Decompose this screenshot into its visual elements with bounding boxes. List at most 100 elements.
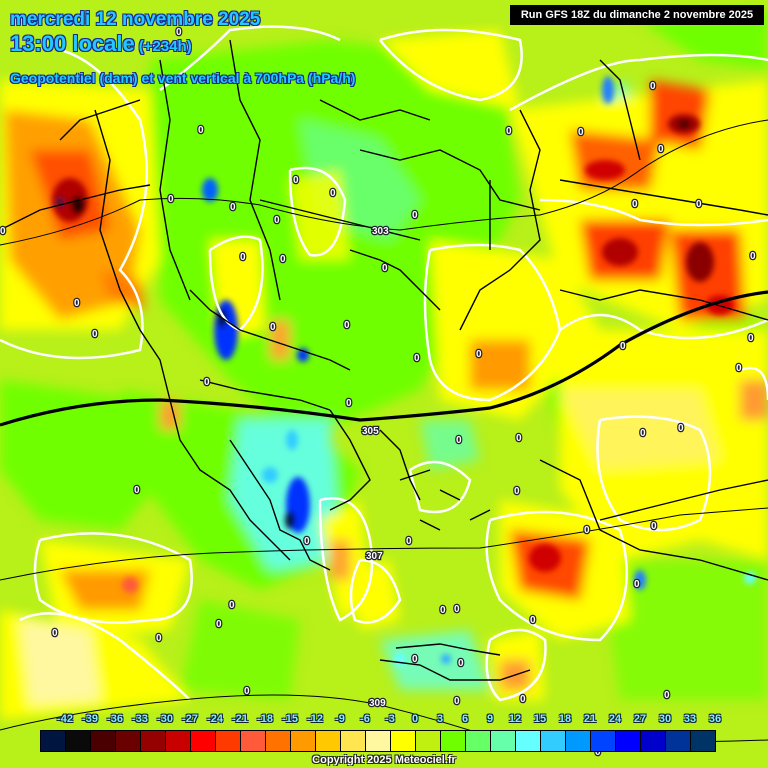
isoline-labels: 303 305 307 309 bbox=[361, 225, 391, 711]
geopotential-label-305: 305 bbox=[362, 426, 379, 437]
svg-text:0: 0 bbox=[520, 694, 526, 705]
color-swatch bbox=[166, 731, 191, 751]
svg-text:0: 0 bbox=[204, 377, 210, 388]
svg-text:0: 0 bbox=[216, 619, 222, 630]
color-scale-tick: 3 bbox=[436, 713, 444, 725]
model-run-info: Run GFS 18Z du dimanche 2 novembre 2025 bbox=[510, 5, 764, 25]
color-scale-tick: 30 bbox=[658, 713, 672, 725]
color-scale-tick: 27 bbox=[633, 713, 647, 725]
color-swatch bbox=[91, 731, 116, 751]
geopotential-label-307: 307 bbox=[366, 551, 383, 562]
color-scale-tick: 12 bbox=[508, 713, 522, 725]
color-swatch bbox=[616, 731, 641, 751]
svg-text:0: 0 bbox=[274, 215, 280, 226]
svg-text:0: 0 bbox=[330, 188, 336, 199]
color-scale-tick: -9 bbox=[335, 713, 345, 725]
color-swatch bbox=[291, 731, 316, 751]
svg-text:0: 0 bbox=[293, 175, 299, 186]
color-scale-tick: 36 bbox=[708, 713, 722, 725]
color-scale-tick: -27 bbox=[182, 713, 198, 725]
color-swatch bbox=[666, 731, 691, 751]
svg-text:0: 0 bbox=[658, 144, 664, 155]
forecast-lead-time: (+234h) bbox=[138, 38, 192, 55]
svg-text:0: 0 bbox=[406, 536, 412, 547]
svg-text:0: 0 bbox=[230, 202, 236, 213]
color-scale-tick: 24 bbox=[608, 713, 622, 725]
color-scale-tick: -39 bbox=[82, 713, 98, 725]
svg-text:0: 0 bbox=[640, 428, 646, 439]
svg-text:0: 0 bbox=[344, 320, 350, 331]
color-scale-tick: -42 bbox=[57, 713, 73, 725]
parameter-title: Geopotentiel (dam) et vent vertical à 70… bbox=[10, 70, 356, 86]
color-scale-legend bbox=[40, 730, 716, 752]
copyright: Copyright 2025 Meteociel.fr bbox=[312, 754, 456, 766]
svg-text:0: 0 bbox=[632, 199, 638, 210]
color-swatch bbox=[541, 731, 566, 751]
svg-text:0: 0 bbox=[244, 686, 250, 697]
forecast-date: mercredi 12 novembre 2025 bbox=[10, 9, 261, 30]
color-swatch bbox=[341, 731, 366, 751]
svg-text:0: 0 bbox=[456, 435, 462, 446]
zero-contours bbox=[0, 25, 768, 702]
svg-text:0: 0 bbox=[134, 485, 140, 496]
color-scale-tick: -33 bbox=[132, 713, 148, 725]
svg-text:0: 0 bbox=[454, 696, 460, 707]
svg-text:0: 0 bbox=[664, 690, 670, 701]
color-scale-tick: 0 bbox=[411, 713, 419, 725]
color-swatch bbox=[366, 731, 391, 751]
svg-text:0: 0 bbox=[584, 525, 590, 536]
color-scale-tick: -36 bbox=[107, 713, 123, 725]
color-scale-tick: 6 bbox=[461, 713, 469, 725]
color-swatch bbox=[41, 731, 66, 751]
svg-text:0: 0 bbox=[229, 600, 235, 611]
geopotential-label-303: 303 bbox=[372, 226, 389, 237]
color-scale-tick: -6 bbox=[360, 713, 370, 725]
svg-text:0: 0 bbox=[650, 81, 656, 92]
color-scale-tick: -3 bbox=[385, 713, 395, 725]
svg-text:0: 0 bbox=[516, 433, 522, 444]
velocity-extremes bbox=[52, 76, 756, 667]
color-scale-tick: 33 bbox=[683, 713, 697, 725]
svg-text:0: 0 bbox=[634, 579, 640, 590]
color-swatch bbox=[191, 731, 216, 751]
svg-text:0: 0 bbox=[454, 604, 460, 615]
geopotential-label-309: 309 bbox=[369, 698, 386, 709]
svg-text:0: 0 bbox=[514, 486, 520, 497]
svg-text:0: 0 bbox=[412, 210, 418, 221]
svg-text:0: 0 bbox=[595, 747, 601, 758]
color-scale-tick: 21 bbox=[583, 713, 597, 725]
color-swatch bbox=[241, 731, 266, 751]
color-swatch bbox=[216, 731, 241, 751]
color-swatch bbox=[416, 731, 441, 751]
svg-text:0: 0 bbox=[198, 125, 204, 136]
color-swatch bbox=[441, 731, 466, 751]
color-scale-tick: -30 bbox=[157, 713, 173, 725]
svg-text:0: 0 bbox=[476, 349, 482, 360]
color-swatch bbox=[591, 731, 616, 751]
color-swatch bbox=[691, 731, 715, 751]
forecast-local-time: 13:00 locale bbox=[10, 31, 135, 56]
color-scale-tick: -21 bbox=[232, 713, 248, 725]
color-swatch bbox=[266, 731, 291, 751]
color-scale-tick: -24 bbox=[207, 713, 223, 725]
svg-text:0: 0 bbox=[92, 329, 98, 340]
color-scale-tick: -18 bbox=[257, 713, 273, 725]
color-scale-tick: -15 bbox=[282, 713, 298, 725]
svg-text:0: 0 bbox=[506, 126, 512, 137]
svg-text:0: 0 bbox=[620, 341, 626, 352]
svg-text:0: 0 bbox=[0, 226, 6, 237]
color-swatch bbox=[66, 731, 91, 751]
svg-text:0: 0 bbox=[168, 194, 174, 205]
svg-text:0: 0 bbox=[651, 521, 657, 532]
zero-contour-labels: 0 0 0 0 0 0 0 0 0 0 0 0 0 0 0 0 0 0 0 0 … bbox=[0, 26, 757, 760]
svg-text:0: 0 bbox=[52, 628, 58, 639]
color-swatch bbox=[141, 731, 166, 751]
color-swatch bbox=[316, 731, 341, 751]
svg-text:0: 0 bbox=[176, 27, 182, 38]
svg-text:0: 0 bbox=[458, 658, 464, 669]
color-scale-tick: 15 bbox=[533, 713, 547, 725]
svg-text:0: 0 bbox=[578, 127, 584, 138]
svg-text:0: 0 bbox=[736, 363, 742, 374]
svg-text:0: 0 bbox=[412, 654, 418, 665]
